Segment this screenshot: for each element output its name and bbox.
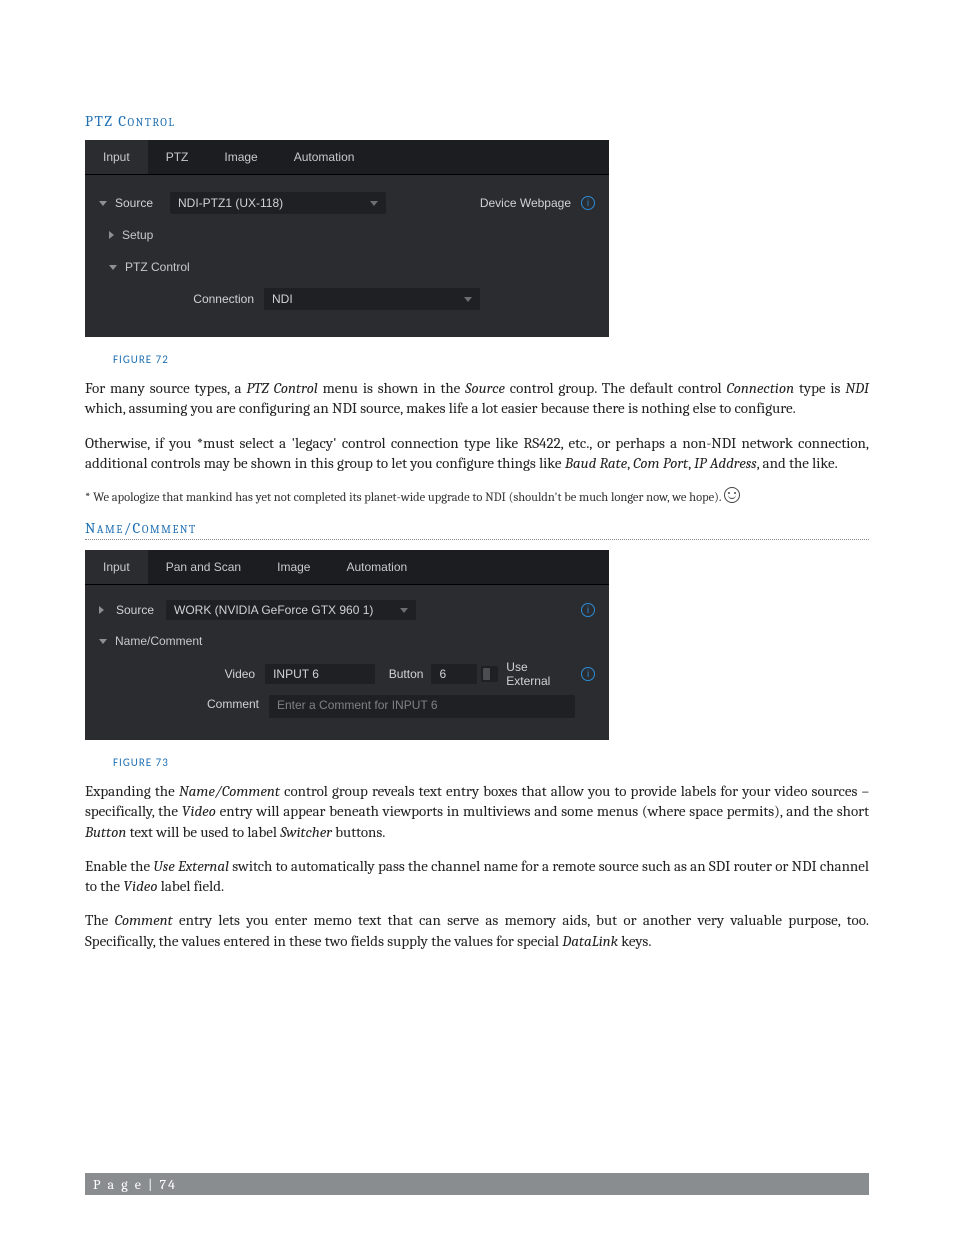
figure-caption-72: FIGURE 72 [113, 353, 869, 366]
chevron-down-icon [109, 265, 117, 270]
connection-value: NDI [272, 292, 293, 306]
setup-row[interactable]: Setup [99, 219, 595, 251]
paragraph-ptz-2: Otherwise, if you *must select a 'legacy… [85, 433, 869, 474]
comment-label: Comment [99, 695, 269, 711]
paragraph-nc-3: The Comment entry lets you enter memo te… [85, 910, 869, 951]
button-label: Button [375, 667, 432, 681]
ptz-control-row[interactable]: PTZ Control [99, 251, 595, 283]
tab-ptz[interactable]: PTZ [148, 140, 207, 174]
chevron-right-icon[interactable] [99, 606, 104, 614]
tab-bar: Input PTZ Image Automation [85, 140, 609, 175]
paragraph-nc-1: Expanding the Name/Comment control group… [85, 781, 869, 842]
tab-image[interactable]: Image [259, 550, 328, 584]
setup-label: Setup [122, 228, 153, 242]
page-number: P a g e | 74 [93, 1176, 177, 1193]
info-icon[interactable]: i [581, 196, 595, 210]
heading-ptz-control: PTZ Control [85, 112, 869, 130]
tab-bar: Input Pan and Scan Image Automation [85, 550, 609, 585]
name-comment-row[interactable]: Name/Comment [99, 625, 595, 657]
tab-pan-and-scan[interactable]: Pan and Scan [148, 550, 259, 584]
page-footer: P a g e | 74 [85, 1173, 869, 1195]
connection-label: Connection [179, 292, 264, 306]
chevron-down-icon [400, 608, 408, 613]
button-input[interactable]: 6 [431, 664, 476, 684]
page: PTZ Control Input PTZ Image Automation S… [0, 0, 954, 1235]
source-row: Source WORK (NVIDIA GeForce GTX 960 1) i [99, 595, 595, 625]
source-dropdown[interactable]: WORK (NVIDIA GeForce GTX 960 1) [166, 600, 416, 620]
tab-input[interactable]: Input [85, 550, 148, 584]
chevron-down-icon [370, 201, 378, 206]
panel-name-comment: Input Pan and Scan Image Automation Sour… [85, 550, 609, 740]
info-icon[interactable]: i [581, 603, 595, 617]
info-icon[interactable]: i [581, 667, 595, 681]
source-dropdown[interactable]: NDI-PTZ1 (UX-118) [170, 192, 386, 214]
source-row: Source NDI-PTZ1 (UX-118) Device Webpage … [99, 187, 595, 219]
video-row: Video INPUT 6 Button 6 Use External i [99, 657, 595, 691]
tab-image[interactable]: Image [206, 140, 275, 174]
comment-row: Comment Enter a Comment for INPUT 6 [99, 691, 595, 718]
tab-automation[interactable]: Automation [328, 550, 425, 584]
chevron-right-icon [109, 231, 114, 239]
tab-input[interactable]: Input [85, 140, 148, 174]
connection-dropdown[interactable]: NDI [264, 288, 480, 310]
footnote-ndi: * We apologize that mankind has yet not … [85, 487, 869, 505]
tab-automation[interactable]: Automation [276, 140, 373, 174]
chevron-down-icon [464, 297, 472, 302]
source-label: Source [115, 196, 170, 210]
connection-row: Connection NDI [99, 283, 595, 315]
name-comment-label: Name/Comment [115, 634, 202, 648]
use-external-toggle[interactable] [481, 666, 499, 682]
paragraph-ptz-1: For many source types, a PTZ Control men… [85, 378, 869, 419]
source-label: Source [112, 603, 166, 617]
chevron-down-icon[interactable] [99, 201, 107, 206]
panel-ptz: Input PTZ Image Automation Source NDI-PT… [85, 140, 609, 337]
source-value: NDI-PTZ1 (UX-118) [178, 196, 283, 210]
comment-input[interactable]: Enter a Comment for INPUT 6 [269, 695, 575, 718]
wink-emoji-icon [724, 487, 740, 503]
heading-name-comment-wrap: Name/Comment [85, 519, 869, 540]
figure-caption-73: FIGURE 73 [113, 756, 869, 769]
video-input[interactable]: INPUT 6 [265, 664, 375, 684]
heading-name-comment: Name/Comment [85, 519, 869, 537]
device-webpage-link[interactable]: Device Webpage [480, 196, 581, 210]
panel-ptz-body: Source NDI-PTZ1 (UX-118) Device Webpage … [85, 175, 609, 337]
ptz-control-label: PTZ Control [125, 260, 190, 274]
paragraph-nc-2: Enable the Use External switch to automa… [85, 856, 869, 897]
chevron-down-icon [99, 639, 107, 644]
video-label: Video [99, 667, 265, 681]
source-value: WORK (NVIDIA GeForce GTX 960 1) [174, 603, 373, 617]
panel-name-comment-body: Source WORK (NVIDIA GeForce GTX 960 1) i… [85, 585, 609, 740]
use-external-label: Use External [506, 660, 573, 688]
